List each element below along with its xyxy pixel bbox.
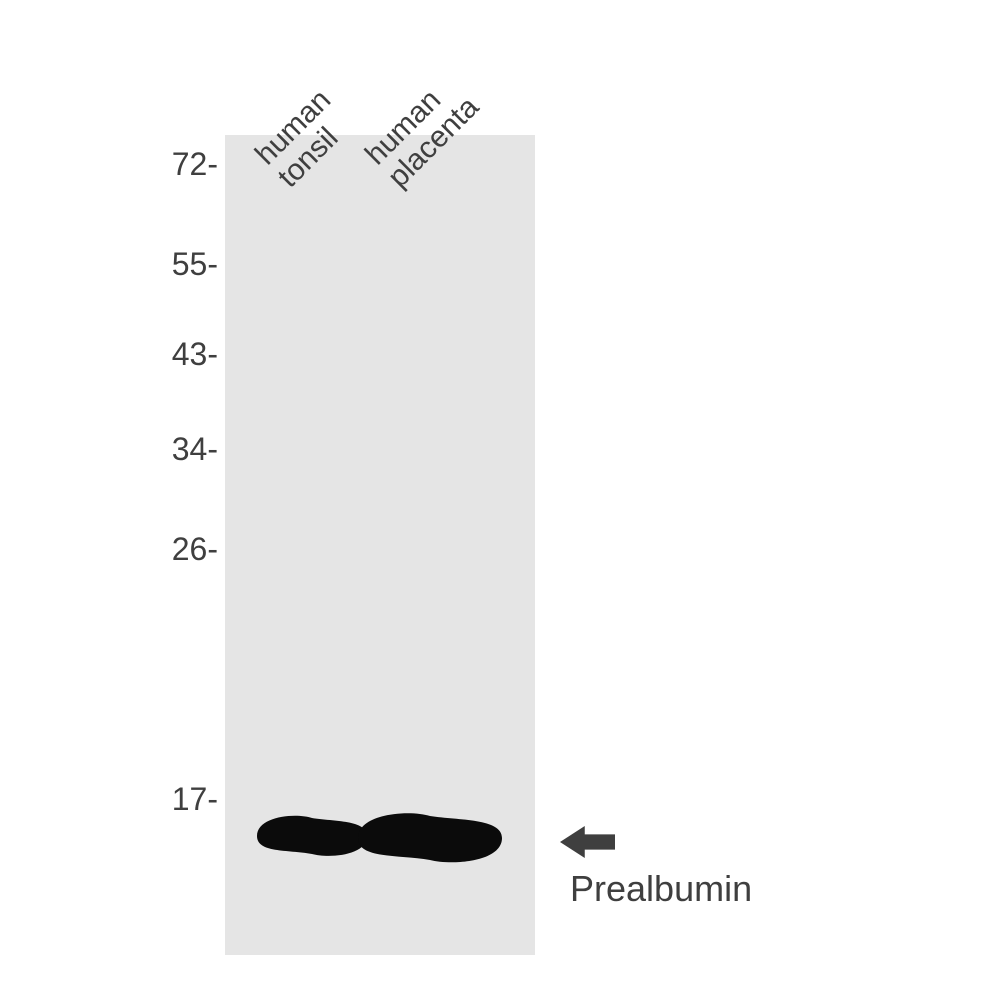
- protein-bands: [0, 0, 1000, 1000]
- target-protein-label: Prealbumin: [570, 868, 752, 910]
- protein-band: [358, 813, 502, 862]
- band-arrow-icon: [560, 826, 615, 858]
- protein-band: [257, 816, 367, 856]
